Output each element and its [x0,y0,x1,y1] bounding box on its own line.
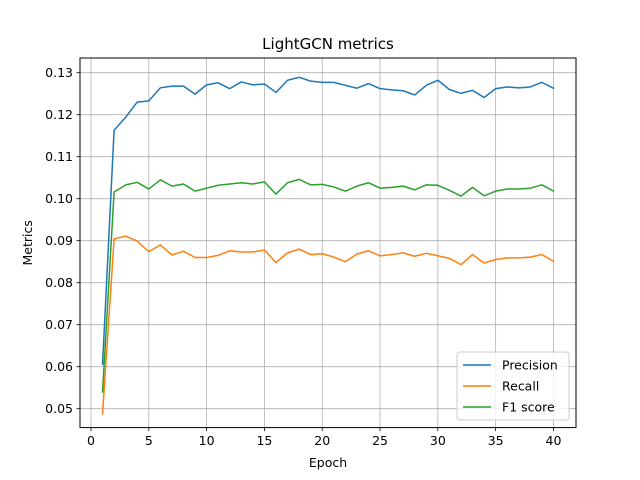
x-tick-label: 5 [145,433,153,448]
x-tick-label: 10 [199,433,215,448]
x-axis-label: Epoch [309,455,347,470]
series-line-precision [101,76,555,365]
legend-label-precision: Precision [502,358,558,373]
x-tick-label: 15 [256,433,272,448]
x-tick-label: 0 [87,433,95,448]
x-tick-label: 40 [546,433,562,448]
chart-title: LightGCN metrics [262,35,394,53]
series-line-f1-score [101,178,555,393]
y-tick-label: 0.09 [45,233,73,248]
y-tick-label: 0.13 [45,65,73,80]
y-tick-label: 0.06 [45,359,73,374]
series-lines [101,76,555,415]
legend: Precision Recall F1 score [456,351,570,421]
x-axis-ticks: 0 5 10 15 20 25 30 35 40 [87,427,562,448]
x-tick-label: 35 [488,433,504,448]
y-tick-label: 0.08 [45,275,73,290]
legend-box [456,351,570,421]
legend-label-recall: Recall [502,379,539,394]
y-tick-label: 0.05 [45,401,73,416]
y-tick-label: 0.11 [45,149,73,164]
legend-label-f1-score: F1 score [502,400,555,415]
plot-frame [79,57,577,429]
y-axis-label: Metrics [20,220,35,265]
y-axis-ticks: 0.05 0.06 0.07 0.08 0.09 0.10 0.11 0.12 0.13 [45,65,80,416]
x-tick-label: 25 [372,433,388,448]
y-tick-label: 0.12 [45,107,73,122]
series-line-recall [101,235,555,415]
y-tick-label: 0.07 [45,317,73,332]
y-tick-label: 0.10 [45,191,73,206]
x-tick-label: 30 [430,433,446,448]
x-tick-label: 20 [314,433,330,448]
